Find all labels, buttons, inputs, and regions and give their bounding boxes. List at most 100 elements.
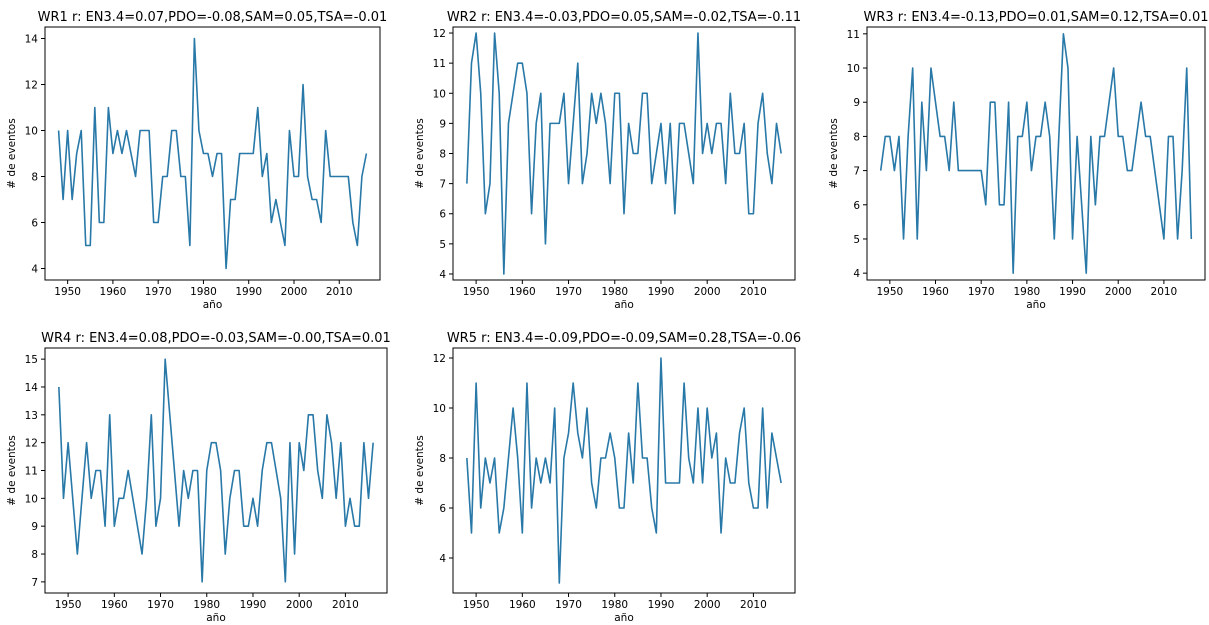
- data-point: [716, 432, 718, 434]
- data-point: [665, 183, 667, 185]
- data-point: [1177, 238, 1179, 240]
- data-point: [711, 153, 713, 155]
- chart-title: WR4 r: EN3.4=0.08,PDO=-0.03,SAM=-0.00,TS…: [41, 331, 391, 346]
- x-tick-label: 2000: [1105, 286, 1132, 298]
- data-point: [308, 414, 310, 416]
- chart-title: WR5 r: EN3.4=-0.09,PDO=-0.09,SAM=0.28,TS…: [447, 331, 801, 346]
- y-tick-label: 8: [31, 549, 38, 561]
- data-point: [109, 414, 111, 416]
- chart-panel-3: WR3 r: EN3.4=-0.13,PDO=0.01,SAM=0.12,TSA…: [828, 10, 1208, 311]
- data-point: [1044, 101, 1046, 103]
- data-point: [757, 507, 759, 509]
- y-tick-label: 4: [439, 553, 446, 565]
- data-point: [71, 199, 73, 201]
- data-point: [334, 176, 336, 178]
- data-point: [503, 507, 505, 509]
- data-point: [693, 183, 695, 185]
- x-tick-label: 2000: [694, 599, 721, 611]
- y-tick-label: 12: [25, 80, 38, 92]
- data-point: [531, 213, 533, 215]
- data-point: [568, 432, 570, 434]
- x-tick-label: 1970: [555, 286, 582, 298]
- data-point: [366, 153, 368, 155]
- data-point: [215, 442, 217, 444]
- data-point: [1058, 136, 1060, 138]
- data-point: [748, 482, 750, 484]
- data-point: [201, 581, 203, 583]
- data-point: [1063, 33, 1065, 35]
- data-point: [716, 123, 718, 125]
- data-point: [545, 243, 547, 245]
- data-point: [117, 130, 119, 132]
- data-point: [669, 123, 671, 125]
- data-point: [503, 273, 505, 275]
- data-point: [642, 92, 644, 94]
- data-point: [67, 130, 69, 132]
- data-point: [285, 581, 287, 583]
- data-point: [1131, 170, 1133, 172]
- data-point: [372, 442, 374, 444]
- data-point: [329, 176, 331, 178]
- series-line: [879, 33, 1193, 274]
- data-point: [563, 92, 565, 94]
- data-point: [243, 525, 245, 527]
- data-point: [907, 136, 909, 138]
- y-tick-label: 7: [31, 577, 38, 589]
- data-point: [114, 525, 116, 527]
- data-point: [192, 470, 194, 472]
- x-axis-label: año: [1026, 299, 1046, 311]
- data-point: [261, 470, 263, 472]
- chart-title: WR1 r: EN3.4=0.07,PDO=-0.08,SAM=0.05,TSA…: [38, 10, 388, 25]
- data-point: [58, 386, 60, 388]
- y-axis-label: # de eventos: [6, 435, 18, 505]
- y-tick-label: 6: [439, 209, 446, 221]
- y-tick-label: 5: [439, 239, 446, 251]
- data-point: [118, 498, 120, 500]
- data-point: [206, 470, 208, 472]
- chart-panel-2: WR2 r: EN3.4=-0.03,PDO=0.05,SAM=-0.02,TS…: [414, 10, 801, 311]
- data-point: [944, 136, 946, 138]
- y-tick-label: 8: [439, 149, 446, 161]
- data-point: [637, 382, 639, 384]
- data-point: [766, 507, 768, 509]
- x-tick-label: 1950: [54, 286, 81, 298]
- data-point: [1049, 136, 1051, 138]
- data-point: [471, 532, 473, 534]
- data-point: [734, 153, 736, 155]
- y-tick-label: 8: [31, 172, 38, 184]
- data-point: [702, 482, 704, 484]
- data-point: [540, 92, 542, 94]
- x-tick-label: 1960: [922, 286, 949, 298]
- data-point: [642, 457, 644, 459]
- data-point: [720, 123, 722, 125]
- data-point: [753, 213, 755, 215]
- data-point: [494, 32, 496, 34]
- data-point: [489, 482, 491, 484]
- data-point: [526, 92, 528, 94]
- data-point: [81, 498, 83, 500]
- data-point: [243, 153, 245, 155]
- x-axis-label: año: [206, 612, 226, 624]
- data-point: [1099, 136, 1101, 138]
- data-point: [1067, 67, 1069, 69]
- data-point: [595, 123, 597, 125]
- y-tick-label: 9: [31, 521, 38, 533]
- data-point: [619, 507, 621, 509]
- data-point: [466, 183, 468, 185]
- data-point: [1104, 136, 1106, 138]
- data-point: [563, 457, 565, 459]
- x-tick-label: 2000: [281, 286, 308, 298]
- y-tick-label: 10: [25, 493, 38, 505]
- data-point: [127, 470, 129, 472]
- data-point: [271, 442, 273, 444]
- data-point: [628, 123, 630, 125]
- y-tick-label: 10: [847, 63, 860, 75]
- data-point: [535, 457, 537, 459]
- data-point: [1149, 136, 1151, 138]
- data-point: [976, 170, 978, 172]
- data-point: [67, 442, 69, 444]
- data-point: [540, 482, 542, 484]
- data-point: [586, 153, 588, 155]
- data-point: [1053, 238, 1055, 240]
- data-point: [284, 245, 286, 247]
